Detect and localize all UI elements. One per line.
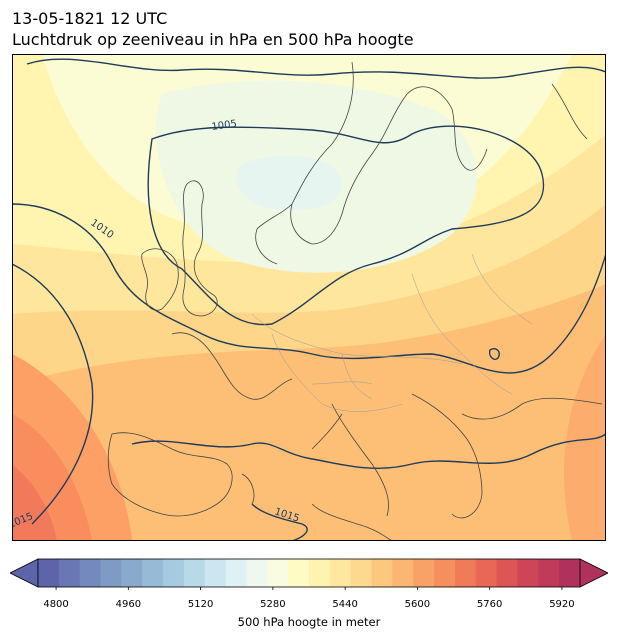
colorbar-tick-label: 4800 <box>43 599 69 610</box>
colorbar-band <box>225 559 247 587</box>
colorbar-band <box>163 559 185 587</box>
colorbar-band <box>392 559 414 587</box>
colorbar-band <box>559 559 581 587</box>
isobar-lines <box>12 58 606 541</box>
colorbar-tick-label: 4960 <box>115 599 142 610</box>
colorbar <box>10 558 608 590</box>
colorbar-band <box>204 559 227 587</box>
colorbar-band <box>246 559 268 587</box>
colorbar-extend-high <box>579 558 608 588</box>
colorbar-band <box>517 559 539 587</box>
colorbar-band <box>183 559 206 587</box>
map-subtitle: Luchtdruk op zeeniveau in hPa en 500 hPa… <box>12 30 414 49</box>
colorbar-band <box>38 559 60 587</box>
colorbar-band <box>371 559 393 587</box>
colorbar-label: 500 hPa hoogte in meter <box>237 615 381 629</box>
isobar-label-1005: 1005 <box>211 119 238 133</box>
colorbar-band <box>496 559 518 587</box>
colorbar-tick-label: 5920 <box>549 599 575 610</box>
colorbar-band <box>121 559 143 587</box>
colorbar-band <box>309 559 331 587</box>
country-borders <box>251 253 533 412</box>
colorbar-tick-label: 5440 <box>332 599 358 610</box>
colorbar-band <box>288 559 310 587</box>
height-field <box>12 54 606 541</box>
colorbar-band <box>79 559 102 587</box>
colorbar-band <box>142 559 164 587</box>
colorbar-tick-label: 5120 <box>187 599 214 610</box>
colorbar-band <box>350 559 373 587</box>
pressure-map: 1005 1010 1015 1015 <box>12 54 606 541</box>
colorbar-band <box>58 559 81 587</box>
colorbar-band <box>329 559 352 587</box>
colorbar-band <box>100 559 122 587</box>
map-datetime: 13-05-1821 12 UTC <box>12 9 168 28</box>
colorbar-extend-low <box>10 558 39 588</box>
colorbar-band <box>267 559 289 587</box>
colorbar-tick-label: 5760 <box>476 599 503 610</box>
colorbar-band <box>475 559 498 587</box>
colorbar-band <box>538 559 560 587</box>
colorbar-band <box>413 559 435 587</box>
coastlines <box>107 61 603 541</box>
colorbar-band <box>454 559 477 587</box>
colorbar-tick-label: 5280 <box>260 599 286 610</box>
colorbar-tick-label: 5600 <box>404 599 431 610</box>
colorbar-band <box>434 559 456 587</box>
